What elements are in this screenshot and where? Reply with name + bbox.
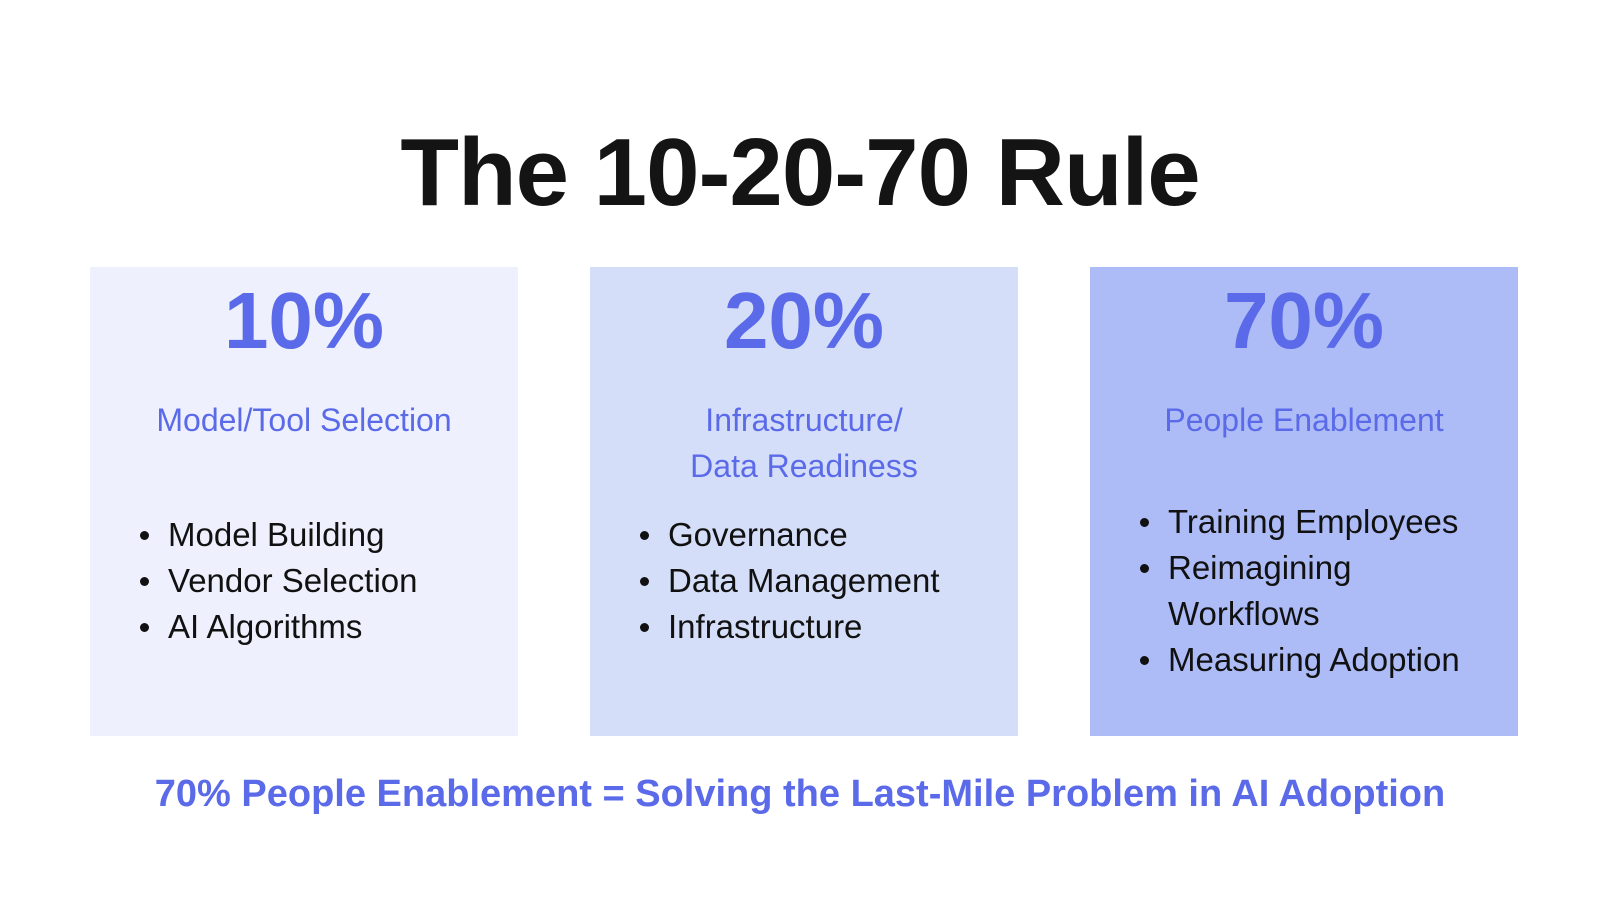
- card-heading-line: Data Readiness: [690, 448, 918, 484]
- card-heading: Infrastructure/ Data Readiness: [590, 397, 1018, 489]
- list-item: Governance: [638, 512, 940, 558]
- card-10-percent: 10% Model/Tool Selection Model Building …: [90, 267, 518, 736]
- list-item: Training Employees: [1138, 499, 1468, 545]
- list-item: Model Building: [138, 512, 418, 558]
- card-heading-line: People Enablement: [1164, 402, 1444, 438]
- tagline: 70% People Enablement = Solving the Last…: [154, 773, 1446, 815]
- card-percent: 10%: [223, 276, 385, 365]
- list-item: Measuring Adoption: [1138, 637, 1468, 683]
- card-percent: 20%: [723, 276, 885, 365]
- list-item: Reimagining Workflows: [1138, 545, 1468, 637]
- card-heading-line: Model/Tool Selection: [156, 402, 452, 438]
- list-item: Vendor Selection: [138, 558, 418, 604]
- card-heading: People Enablement: [1090, 397, 1518, 443]
- card-heading: Model/Tool Selection: [90, 397, 518, 443]
- list-item: Data Management: [638, 558, 940, 604]
- card-70-percent: 70% People Enablement Training Employees…: [1090, 267, 1518, 736]
- card-item-list: Model Building Vendor Selection AI Algor…: [138, 512, 418, 650]
- list-item: AI Algorithms: [138, 604, 418, 650]
- card-percent: 70%: [1223, 276, 1385, 365]
- list-item: Infrastructure: [638, 604, 940, 650]
- card-item-list: Training Employees Reimagining Workflows…: [1138, 499, 1468, 683]
- page-title: The 10-20-70 Rule: [400, 119, 1200, 226]
- card-heading-line: Infrastructure/: [705, 402, 903, 438]
- card-item-list: Governance Data Management Infrastructur…: [638, 512, 940, 650]
- card-20-percent: 20% Infrastructure/ Data Readiness Gover…: [590, 267, 1018, 736]
